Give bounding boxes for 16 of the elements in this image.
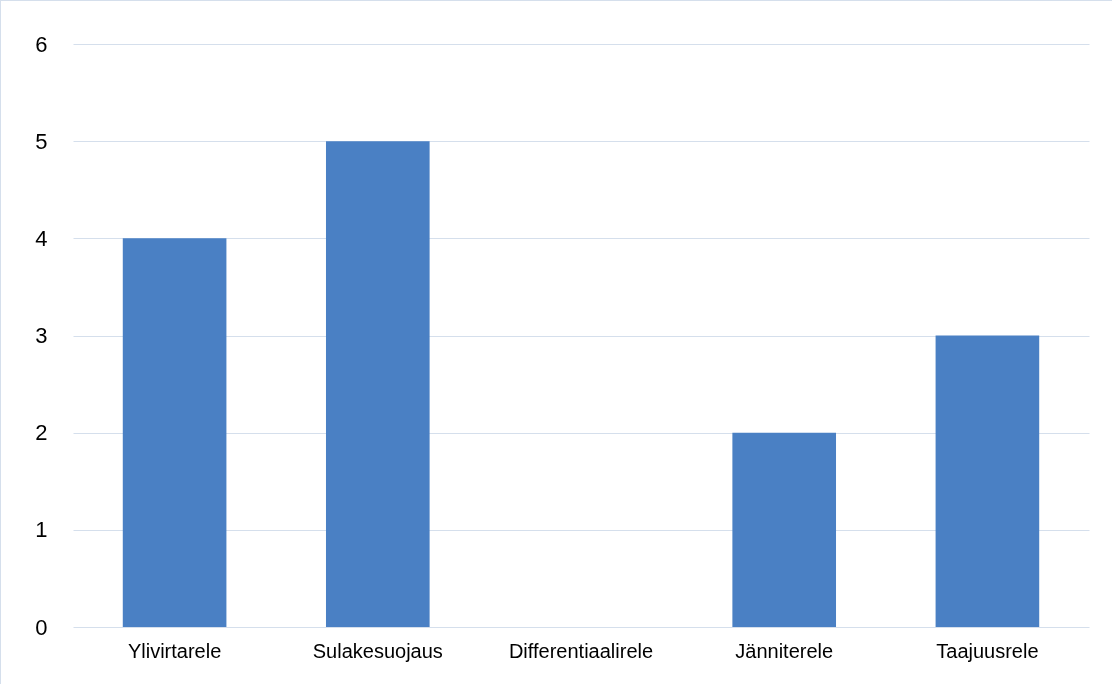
- x-tick-label: Taajuusrele: [936, 639, 1039, 662]
- y-tick-label: 1: [35, 517, 48, 543]
- bar: [325, 141, 430, 627]
- x-tick-label: Differentiaalirele: [508, 639, 654, 662]
- bar: [122, 238, 227, 627]
- y-tick-label: 4: [35, 225, 48, 251]
- y-tick-label: 2: [35, 420, 48, 446]
- y-tick-label: 3: [35, 323, 48, 348]
- x-tick-label: Sulakesuojaus: [312, 639, 443, 662]
- x-tick-label: Jänniterele: [735, 639, 834, 662]
- x-tick-label: Ylivirtarele: [127, 639, 222, 662]
- y-tick-label: 5: [35, 128, 48, 154]
- y-tick-label: 6: [35, 31, 48, 57]
- bar: [732, 432, 837, 627]
- y-tick-label: 0: [35, 614, 48, 640]
- bar: [935, 335, 1040, 627]
